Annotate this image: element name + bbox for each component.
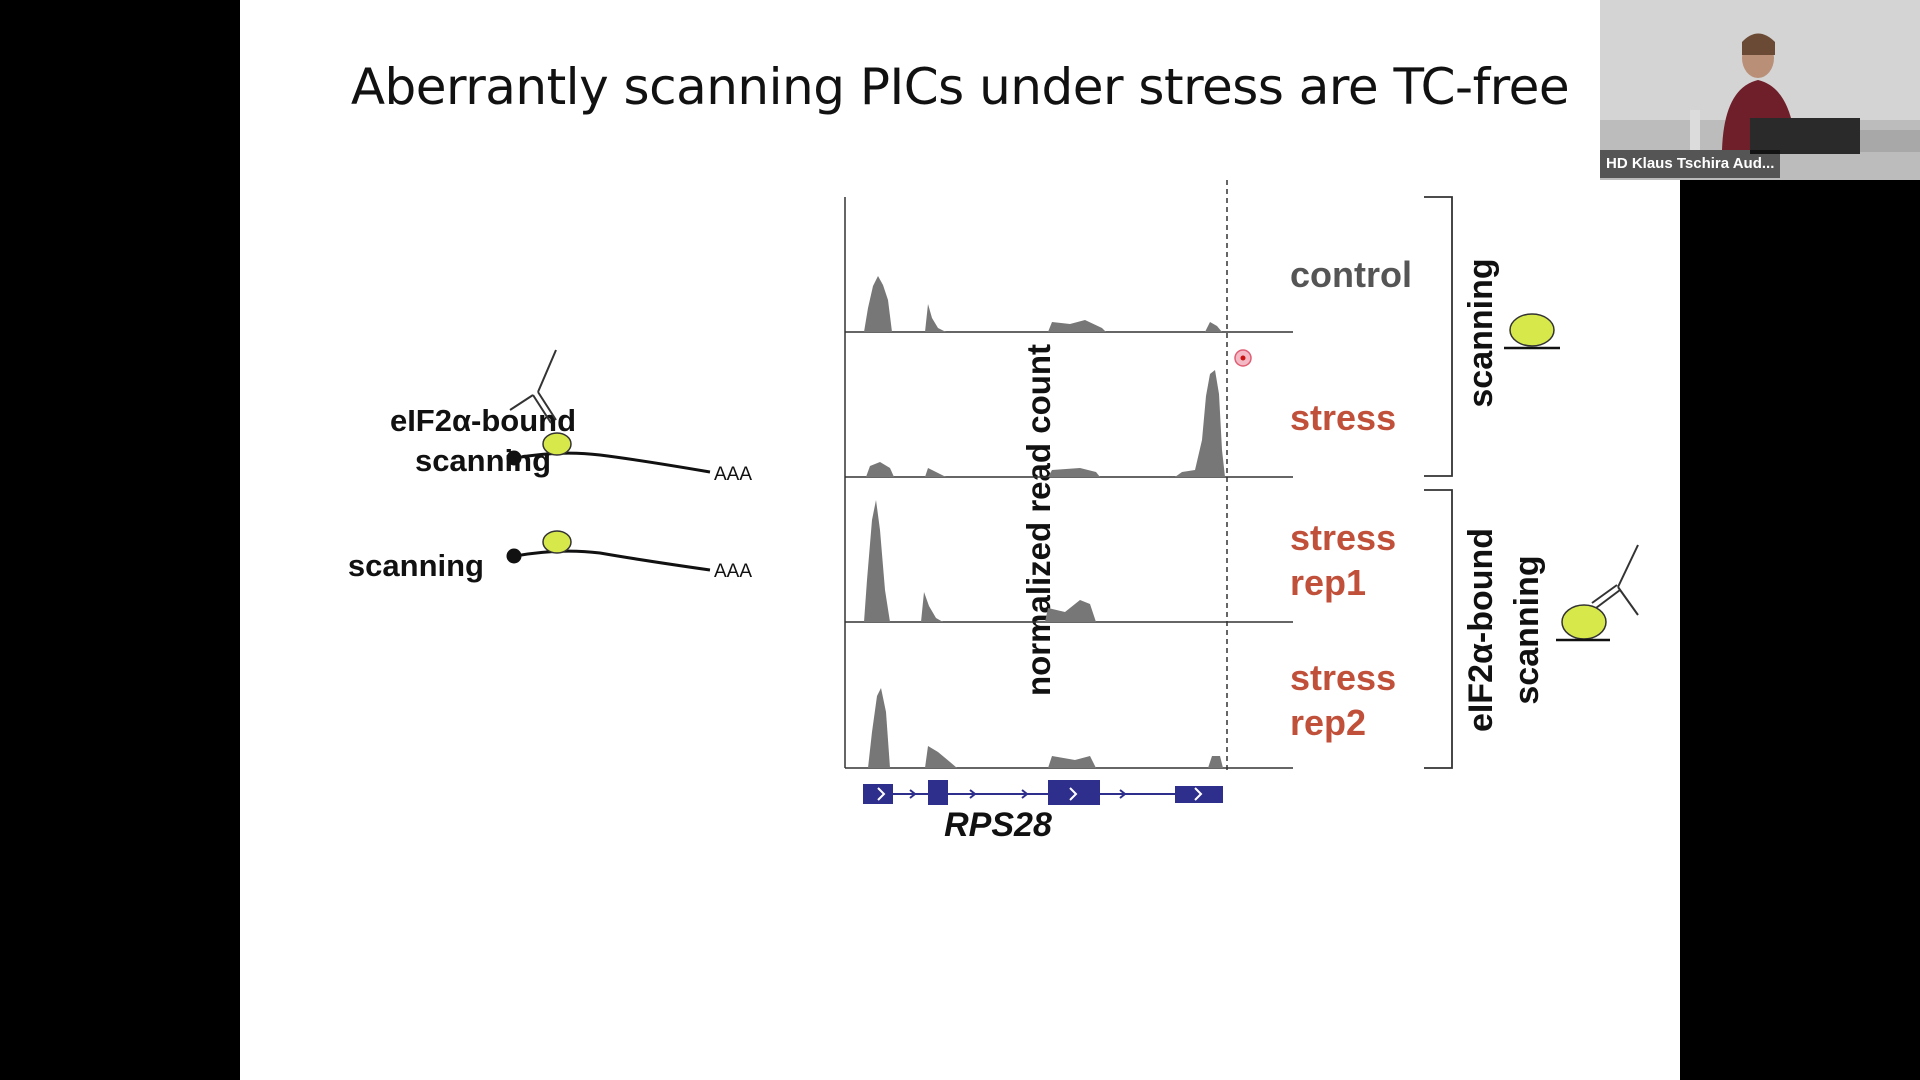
group-label-eif2-line1: eIF2α-bound [1462,528,1500,732]
bracket-scanning [1424,196,1453,477]
slide-title: Aberrantly scanning PICs under stress ar… [350,58,1570,116]
stress-peak-4 [1175,370,1225,477]
mrna-line-2 [514,549,711,572]
cap-dot-2 [506,548,522,564]
control-peak-4 [1205,322,1222,332]
figure: eIF2α-bound scanning scanning AAA AAA no… [348,180,1639,844]
track-label-rep1-line1: stress [1290,517,1396,558]
eif2-bound-label-line1: eIF2α-bound [390,403,576,438]
eif2-bound-label-line2: scanning [415,443,551,478]
track-label-rep2-line2: rep2 [1290,702,1366,743]
control-peak-3 [1048,320,1106,332]
exon-2 [928,780,948,805]
slide: Aberrantly scanning PICs under stress ar… [240,0,1680,1080]
stress-peak-1 [866,462,894,477]
webcam-participant-name: HD Klaus Tschira Aud... [1600,150,1781,178]
webcam-thumbnail[interactable]: HD Klaus Tschira Aud... [1600,0,1920,180]
track-label-stress: stress [1290,397,1396,438]
polya-tail-2: AAA [714,561,752,582]
exon-1 [863,784,893,804]
control-peak-1 [864,276,892,332]
scanning-label: scanning [348,548,484,583]
track-labels: control stress stress rep1 stress rep2 [1290,254,1412,743]
track-label-rep1-line2: rep1 [1290,562,1366,603]
group-label-eif2-line2: scanning [1508,555,1546,704]
eif2-bound-ribosome-icon [1556,544,1639,642]
rep1-peak-3 [1045,600,1096,622]
rep1-peak-2 [921,592,943,622]
group-brackets [1424,196,1453,769]
cap-dot-1 [506,450,522,466]
coverage-peaks [864,276,1225,768]
y-axis-label: normalized read count [1020,344,1057,696]
laser-pointer-icon [1234,349,1252,367]
group-label-scanning: scanning [1462,258,1500,407]
rep1-peak-1 [864,500,890,622]
stress-peak-2 [925,468,946,477]
stress-peak-3 [1048,468,1100,477]
gene-model [863,780,1223,805]
rep2-peak-1 [868,688,890,768]
ribosome-2 [542,530,572,554]
mrna-line-1 [514,451,711,474]
rep2-peak-2 [925,746,957,768]
gene-name-label: RPS28 [944,806,1052,844]
scanning-ribosome-icon [1504,313,1560,350]
track-label-control: control [1290,254,1412,295]
bracket-eif2-bound [1424,489,1453,769]
track-label-rep2-line1: stress [1290,657,1396,698]
eif2-antibody-icon-1 [509,349,557,424]
rep2-peak-3 [1048,756,1096,768]
exon-4 [1175,786,1223,803]
control-peak-2 [925,304,946,332]
ribosome-1 [542,432,572,456]
polya-tail-1: AAA [714,464,752,485]
rep2-peak-4 [1208,756,1223,768]
legend: eIF2α-bound scanning scanning AAA AAA [348,349,752,583]
